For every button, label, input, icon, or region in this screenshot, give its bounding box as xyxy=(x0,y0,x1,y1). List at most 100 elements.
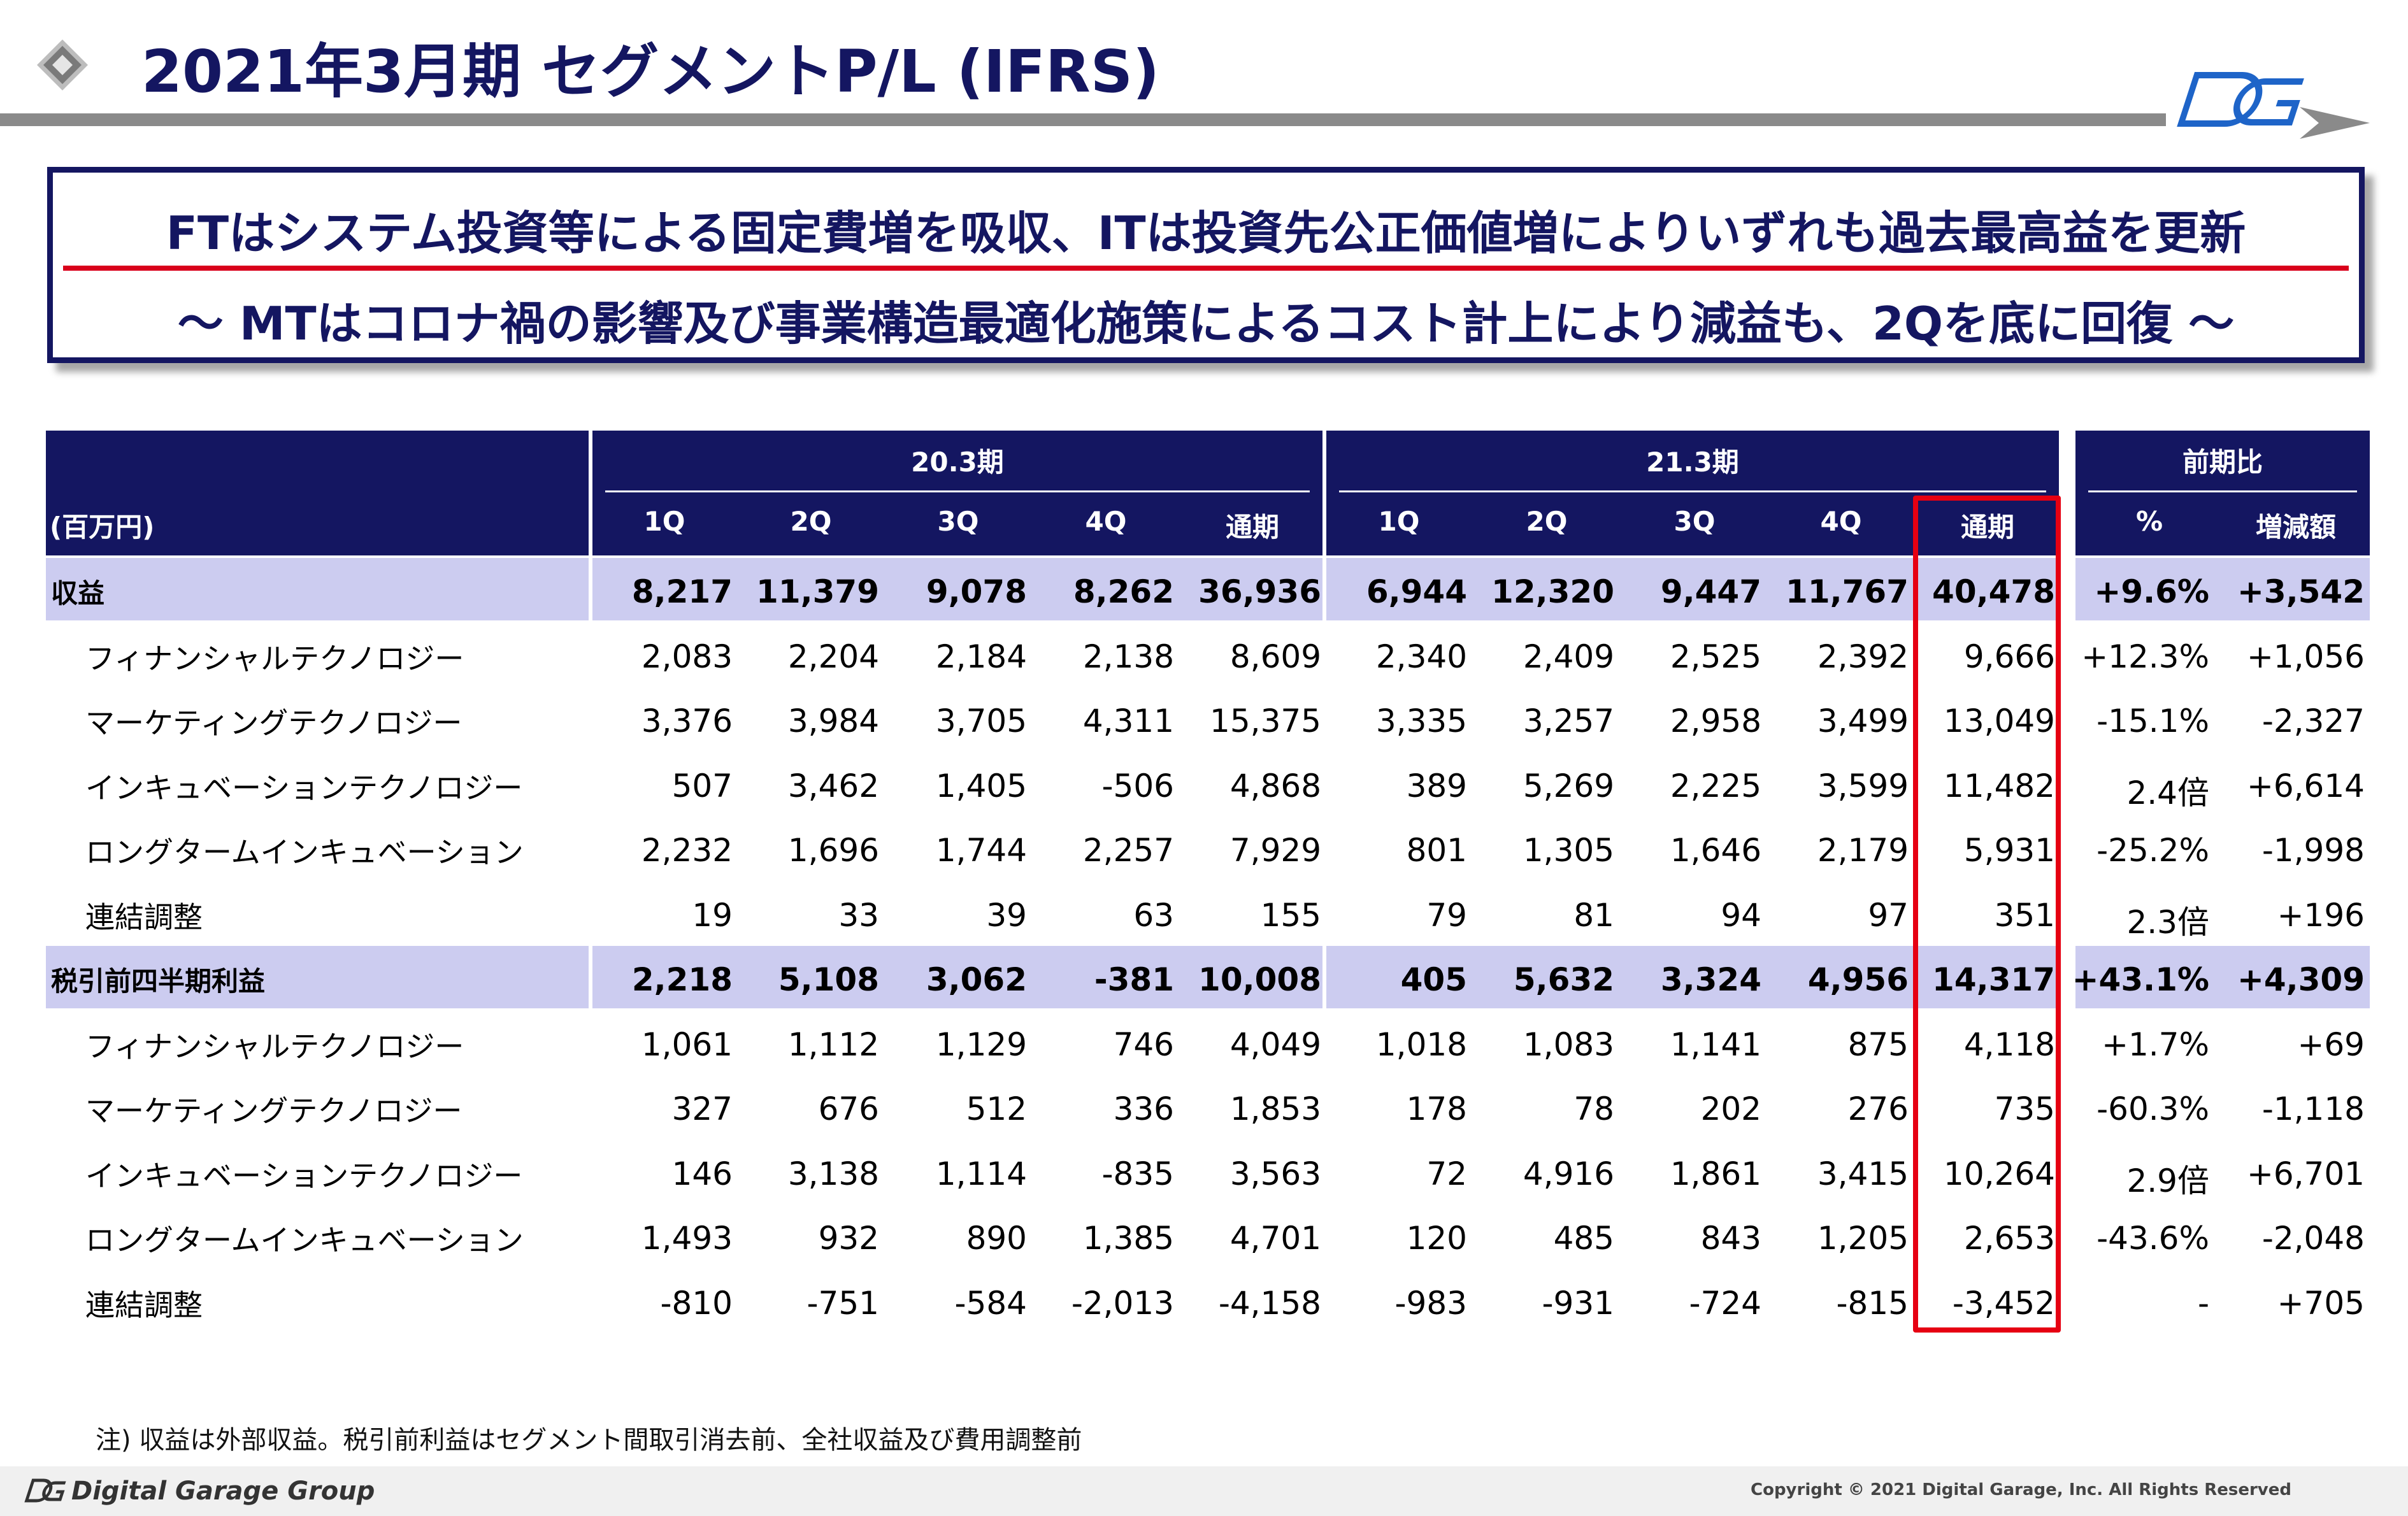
group-underline-fy21 xyxy=(1339,490,2046,492)
arrow-right-icon xyxy=(2300,107,2370,139)
table-cell: 39 xyxy=(986,896,1027,934)
table-cell: 78 xyxy=(1573,1091,1614,1127)
table-cell: 1,305 xyxy=(1523,832,1614,869)
table-cell: 5,931 xyxy=(1963,832,2055,869)
table-cell: 1,405 xyxy=(935,767,1027,804)
header-group-yoy xyxy=(2075,431,2370,555)
column-header: 4Q xyxy=(1085,506,1127,537)
table-cell: 36,936 xyxy=(1198,573,1321,610)
row-label: 連結調整 xyxy=(85,899,203,934)
header-label-cell xyxy=(46,431,589,555)
table-cell: 13,049 xyxy=(1944,703,2055,740)
table-cell: -931 xyxy=(1542,1284,1614,1322)
summary-row-band xyxy=(2075,946,2370,1008)
table-cell: 1,696 xyxy=(787,832,879,869)
table-cell: 2,340 xyxy=(1375,638,1467,675)
copyright: Copyright © 2021 Digital Garage, Inc. Al… xyxy=(1751,1480,2291,1499)
table-cell: 15,375 xyxy=(1210,703,1321,740)
table-cell: 2,232 xyxy=(641,832,733,869)
table-cell: 3,599 xyxy=(1817,767,1909,804)
table-cell: -15.1% xyxy=(2096,703,2209,740)
table-cell: 1,646 xyxy=(1670,832,1761,869)
table-cell: +1.7% xyxy=(2102,1026,2209,1063)
table-cell: -3,452 xyxy=(1952,1284,2055,1322)
table-cell: 5,632 xyxy=(1513,961,1614,998)
table-cell: 8,262 xyxy=(1073,573,1174,610)
table-cell: 10,008 xyxy=(1198,961,1321,998)
table-cell: +12.3% xyxy=(2081,638,2209,675)
table-cell: 2,225 xyxy=(1670,767,1761,804)
table-cell: -506 xyxy=(1101,767,1174,804)
table-cell: 735 xyxy=(1994,1091,2055,1127)
table-cell: -60.3% xyxy=(2096,1091,2209,1127)
column-header: % xyxy=(2135,506,2163,537)
row-label: インキュベーションテクノロジー xyxy=(85,1158,523,1193)
table-cell: -2,048 xyxy=(2261,1220,2365,1257)
group-label-yoy: 前期比 xyxy=(2182,447,2263,478)
table-cell: -1,118 xyxy=(2261,1091,2365,1127)
table-cell: 1,861 xyxy=(1670,1155,1761,1192)
table-cell: -4,158 xyxy=(1218,1284,1321,1322)
table-cell: 512 xyxy=(966,1091,1027,1127)
table-cell: 14,317 xyxy=(1932,961,2055,998)
table-cell: 94 xyxy=(1721,896,1761,934)
summary-row-band xyxy=(46,558,589,620)
table-cell: 932 xyxy=(818,1220,879,1257)
table-cell: -724 xyxy=(1689,1284,1761,1322)
table-cell: 11,482 xyxy=(1944,767,2055,804)
header-group-fy21 xyxy=(1326,431,2059,555)
table-cell: 2,204 xyxy=(787,638,879,675)
table-cell: 3,138 xyxy=(787,1155,879,1192)
table-cell: +196 xyxy=(2277,896,2365,934)
summary-row-band xyxy=(1326,946,2059,1008)
footer-brand: Digital Garage Group xyxy=(71,1477,375,1506)
table-cell: 6,944 xyxy=(1366,573,1467,610)
table-cell: +705 xyxy=(2277,1284,2365,1322)
table-cell: +3,542 xyxy=(2237,573,2365,610)
column-header: 3Q xyxy=(937,506,979,537)
fy21-full-year-highlight xyxy=(1913,496,2061,1333)
table-cell: 33 xyxy=(838,896,879,934)
table-cell: +1,056 xyxy=(2246,638,2365,675)
table-cell: 12,320 xyxy=(1491,573,1614,610)
header-group-fy20 xyxy=(592,431,1322,555)
headline-box: FTはシステム投資等による固定費増を吸収、ITは投資先公正価値増によりいずれも過… xyxy=(47,167,2365,363)
column-header: 4Q xyxy=(1820,506,1862,537)
table-cell: -381 xyxy=(1094,961,1174,998)
table-cell: +6,614 xyxy=(2246,767,2365,804)
summary-row-band xyxy=(592,946,1322,1008)
table-cell: -1,998 xyxy=(2261,832,2365,869)
table-cell: 389 xyxy=(1406,767,1467,804)
table-cell: 1,114 xyxy=(935,1155,1027,1192)
table-cell: 4,118 xyxy=(1963,1026,2055,1063)
table-cell: 2.9倍 xyxy=(2126,1162,2209,1199)
table-cell: 3,257 xyxy=(1523,703,1614,740)
table-cell: 507 xyxy=(671,767,733,804)
table-cell: 1,493 xyxy=(641,1220,733,1257)
unit-label: (百万円) xyxy=(50,511,155,543)
table-cell: 178 xyxy=(1406,1091,1467,1127)
summary-row-band xyxy=(592,558,1322,620)
table-cell: -2,327 xyxy=(2261,703,2365,740)
table-cell: 1,112 xyxy=(787,1026,879,1063)
table-cell: 2,083 xyxy=(641,638,733,675)
table-cell: 1,141 xyxy=(1670,1026,1761,1063)
table-cell: 1,129 xyxy=(935,1026,1027,1063)
table-cell: 351 xyxy=(1994,896,2055,934)
group-label-fy21: 21.3期 xyxy=(1646,447,1739,478)
dg-logo-icon xyxy=(2177,72,2304,127)
table-cell: 843 xyxy=(1700,1220,1761,1257)
column-header: 2Q xyxy=(1526,506,1568,537)
table-cell: 9,078 xyxy=(926,573,1027,610)
table-cell: 19 xyxy=(692,896,733,934)
table-cell: 1,853 xyxy=(1229,1091,1321,1127)
row-label: フィナンシャルテクノロジー xyxy=(85,1029,464,1064)
footer-bar xyxy=(0,1466,2408,1516)
table-cell: 8,609 xyxy=(1229,638,1321,675)
table-cell: +9.6% xyxy=(2094,573,2209,610)
table-cell: 4,701 xyxy=(1229,1220,1321,1257)
table-cell: 3,705 xyxy=(935,703,1027,740)
table-cell: 2,138 xyxy=(1082,638,1174,675)
column-header: 3Q xyxy=(1673,506,1716,537)
